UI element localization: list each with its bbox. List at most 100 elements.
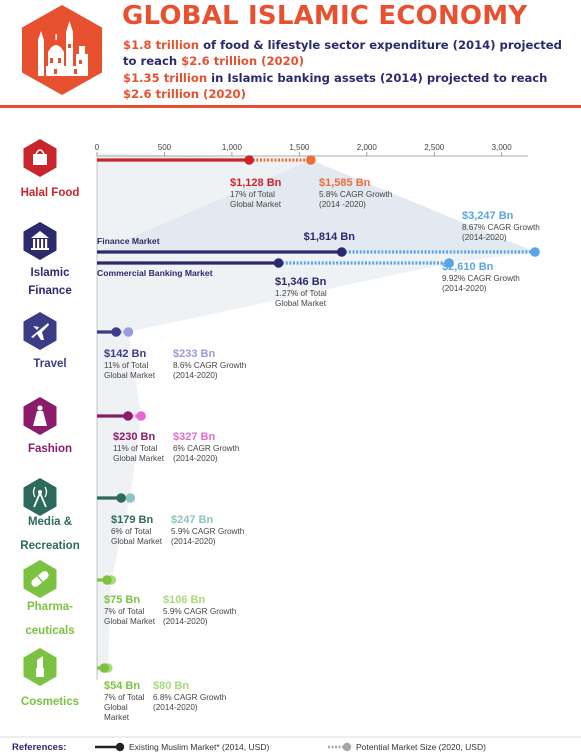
signal-wave — [32, 486, 36, 498]
media-recreation-icon — [23, 478, 57, 516]
chart-background-funnel — [97, 153, 536, 676]
market-size-chart: 0 500 1,000 1,500 2,000 2,500 3,000 Halal Food $… — [0, 139, 581, 753]
lipstick-case — [36, 668, 44, 677]
existing-value-label: $230 Bn — [113, 431, 155, 443]
potential-value-label: $1,585 Bn — [319, 177, 371, 189]
potential-value-label: $233 Bn — [173, 348, 215, 360]
existing-market-marker — [116, 493, 126, 503]
category-pharma: Pharma-ceuticals $75 Bn7% of Total Global … — [23, 560, 237, 637]
potential-note: 5.8% CAGR Growth (2014 -2020) — [319, 190, 393, 209]
mosque-skyline-icon — [22, 5, 102, 95]
category-label: ceuticals — [25, 625, 74, 637]
signal-wave — [44, 486, 48, 498]
existing-note: 7% of Total Global Market — [104, 693, 145, 722]
existing-note: 7% of Total Global Market — [104, 607, 156, 626]
x-tick-label: 1,000 — [222, 143, 243, 152]
existing-note: 1.27% of Total Global Market — [275, 289, 327, 308]
x-tick-label: 2,000 — [357, 143, 378, 152]
category-label: Recreation — [20, 540, 79, 552]
category-label: Travel — [33, 358, 66, 370]
bag-handle — [35, 149, 45, 155]
potential-note: 6% CAGR Growth (2014-2020) — [173, 444, 240, 463]
existing-market-marker — [273, 258, 284, 268]
potential-note: 9.92% CAGR Growth (2014-2020) — [442, 274, 520, 293]
header-stat-food-lifestyle: $1.8 trillion of food & lifestyle sector… — [123, 38, 562, 68]
header: GLOBAL ISLAMIC ECONOMY $1.8 trillion of … — [0, 0, 581, 108]
potential-note: 8.6% CAGR Growth (2014-2020) — [173, 361, 247, 380]
bank-column — [37, 239, 40, 248]
potential-market-marker — [123, 327, 134, 337]
bank-column — [41, 239, 44, 248]
existing-market-marker — [102, 575, 112, 585]
potential-value-label: $327 Bn — [173, 431, 215, 443]
potential-value-label: $247 Bn — [171, 514, 213, 526]
existing-note: 11% of Total Global Market — [113, 444, 165, 463]
category-label: Pharma- — [27, 601, 73, 613]
legend-potential-label: Potential Market Size (2020, USD) — [356, 742, 486, 752]
existing-value-label: $54 Bn — [104, 680, 140, 692]
fashion-icon — [23, 397, 57, 435]
x-tick-label: 2,500 — [424, 143, 445, 152]
bank-column — [45, 239, 48, 248]
existing-market-marker — [111, 327, 121, 337]
halal-food-icon — [23, 139, 57, 177]
lipstick-tip — [37, 656, 43, 668]
existing-value-label: $179 Bn — [111, 514, 153, 526]
existing-value-label: $1,814 Bn — [304, 231, 356, 243]
legend-existing-marker — [115, 742, 125, 752]
category-media: Media & Recreation $179 Bn6% of Total Globa… — [20, 478, 245, 552]
potential-note: 5.9% CAGR Growth (2014-2020) — [163, 607, 237, 626]
potential-value-label: $106 Bn — [163, 594, 205, 606]
category-finance: Islamic Finance Finance Market $1,814 Bn $3,… — [23, 210, 540, 308]
potential-value-label: $2,610 Bn — [442, 261, 494, 273]
bar-finance-2: Commercial Banking Market $1,346 Bn1.27% … — [97, 258, 520, 308]
bar-series-label: Finance Market — [97, 236, 160, 246]
category-label: Islamic — [31, 267, 71, 279]
existing-value-label: $1,128 Bn — [230, 177, 282, 189]
existing-note: 17% of Total Global Market — [230, 190, 282, 209]
potential-market-marker — [306, 155, 316, 165]
plane-wing — [33, 326, 39, 330]
page-title: GLOBAL ISLAMIC ECONOMY — [122, 1, 528, 31]
existing-market-marker — [336, 247, 347, 257]
bar-cosmetics: $54 Bn7% of Total Global Market $80 Bn6.8% … — [97, 663, 227, 722]
bar-finance-1: Finance Market $1,814 Bn $3,247 Bn8.67% CA… — [97, 210, 540, 257]
bank-base — [31, 248, 49, 250]
existing-value-label: $142 Bn — [104, 348, 146, 360]
existing-market-marker — [123, 411, 133, 421]
islamic-finance-icon — [23, 222, 57, 260]
bar-media: $179 Bn6% of Total Global Market $247 Bn5.… — [97, 493, 245, 546]
legend: References: Existing Muslim Market* (2014… — [0, 736, 581, 753]
existing-value-label: $1,346 Bn — [275, 276, 327, 288]
potential-note: 8.67% CAGR Growth (2014-2020) — [462, 223, 540, 242]
x-tick-label: 1,500 — [289, 143, 310, 152]
existing-note: 6% of Total Global Market — [111, 527, 163, 546]
pharmaceuticals-icon — [23, 560, 57, 598]
category-label: Finance — [28, 285, 71, 297]
potential-note: 6.8% CAGR Growth (2014-2020) — [153, 693, 227, 712]
legend-existing-label: Existing Muslim Market* (2014, USD) — [129, 742, 269, 752]
potential-market-marker — [125, 493, 136, 503]
plane-shape — [31, 323, 49, 340]
existing-market-marker — [99, 663, 110, 673]
travel-icon — [23, 312, 57, 350]
x-tick-label: 500 — [158, 143, 172, 152]
icon-hexagon — [23, 478, 57, 516]
category-cosmetics: Cosmetics $54 Bn7% of Total Global Market $8… — [21, 648, 227, 722]
x-axis: 0 500 1,000 1,500 2,000 2,500 3,000 — [95, 143, 528, 157]
potential-market-marker — [444, 258, 454, 268]
icon-hexagon — [23, 222, 57, 260]
bag-body — [33, 154, 47, 165]
legend-title: References: — [12, 742, 66, 753]
bank-roof — [31, 231, 49, 238]
header-stat-islamic-banking: $1.35 trillion in Islamic banking assets… — [123, 71, 548, 101]
capsule-split — [36, 575, 44, 583]
category-label: Cosmetics — [21, 696, 79, 708]
existing-note: 11% of Total Global Market — [104, 361, 156, 380]
